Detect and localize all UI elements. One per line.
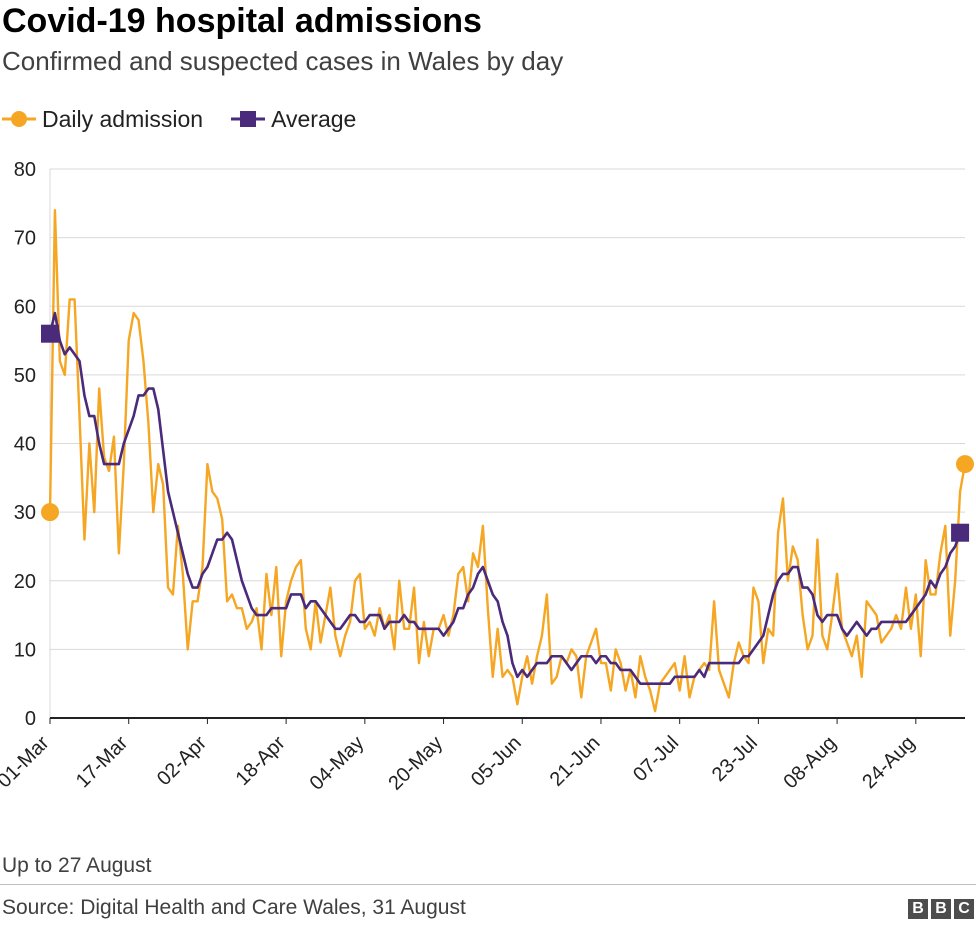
y-tick-label: 60	[14, 296, 36, 318]
source-credit: Source: Digital Health and Care Wales, 3…	[2, 896, 466, 919]
data-note: Up to 27 August	[2, 854, 152, 877]
y-tick-label: 70	[14, 228, 36, 250]
x-tick-label: 01-Mar	[0, 732, 54, 793]
x-tick-label: 02-Apr	[153, 732, 211, 790]
x-tick-label: 20-May	[384, 732, 447, 795]
chart-title: Covid-19 hospital admissions	[2, 2, 482, 40]
bbc-logo: B B C	[905, 899, 974, 919]
endpoint-marker-average	[951, 523, 970, 542]
x-tick-label: 17-Mar	[72, 732, 133, 793]
line-chart: 0 10 20 30 40 50 60 70 80 01-Mar 17-Mar 02-Apr 18-A…	[0, 159, 974, 795]
x-tick-label: 05-Jun	[467, 732, 526, 791]
y-tick-label: 50	[14, 365, 36, 387]
x-tick-label: 18-Apr	[232, 732, 290, 790]
series-line-average	[48, 311, 962, 685]
chart-subtitle: Confirmed and suspected cases in Wales b…	[2, 46, 564, 76]
series-line-daily-admission	[48, 208, 967, 713]
x-tick-label: 24-Aug	[858, 732, 919, 793]
y-tick-label: 0	[25, 708, 36, 730]
legend-circle-marker-icon	[2, 111, 36, 127]
endpoint-marker-daily-admission	[956, 455, 974, 474]
legend-item-daily-admission: Daily admission	[2, 106, 203, 133]
x-tick-label: 04-May	[306, 732, 369, 795]
y-axis: 0 10 20 30 40 50 60 70 80	[14, 159, 36, 730]
y-tick-label: 80	[14, 159, 36, 181]
endpoint-marker-average	[41, 324, 59, 343]
bbc-logo-block: C	[954, 899, 974, 919]
legend-item-average: Average	[231, 106, 356, 133]
y-tick-label: 20	[14, 571, 36, 593]
bbc-logo-block: B	[908, 899, 928, 919]
legend-label-daily-admission: Daily admission	[42, 105, 204, 132]
y-tick-label: 40	[14, 434, 36, 456]
chart-legend: Daily admission Average	[2, 102, 384, 136]
y-tick-label: 10	[14, 639, 36, 661]
x-tick-label: 07-Jul	[629, 732, 683, 786]
series-layer	[48, 208, 967, 713]
series-markers	[41, 324, 974, 542]
legend-square-marker-icon	[231, 111, 266, 127]
x-tick-label: 21-Jun	[546, 732, 605, 791]
endpoint-marker-daily-admission	[41, 503, 59, 522]
x-tick-label: 23-Jul	[708, 732, 762, 786]
chart-grid	[50, 168, 965, 650]
x-axis: 01-Mar 17-Mar 02-Apr 18-Apr 04-May 20-May 05-J…	[0, 718, 919, 795]
legend-label-average: Average	[271, 105, 357, 132]
x-tick-label: 08-Aug	[779, 732, 840, 793]
bbc-logo-block: B	[931, 899, 951, 919]
y-tick-label: 30	[14, 502, 36, 524]
source-divider	[0, 884, 976, 885]
